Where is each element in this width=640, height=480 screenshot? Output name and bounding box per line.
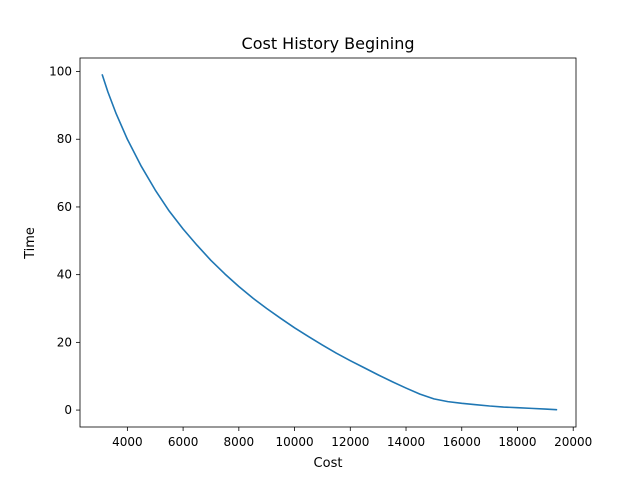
y-axis-label: Time	[23, 227, 38, 260]
x-axis: 4000 6000 8000 10000 12000 14000 16000 18000 200…	[112, 427, 592, 449]
x-tick-label: 16000	[443, 435, 481, 449]
plot-area	[101, 74, 558, 411]
series-line-0	[101, 74, 558, 411]
y-tick-label: 0	[64, 403, 72, 417]
y-tick-label: 20	[57, 335, 72, 349]
x-tick-label: 20000	[554, 435, 592, 449]
y-tick-label: 40	[57, 268, 72, 282]
axes-frame	[79, 57, 577, 428]
x-tick-label: 4000	[112, 435, 143, 449]
y-tick-label: 80	[57, 132, 72, 146]
y-tick-label: 60	[57, 200, 72, 214]
y-tick-label: 100	[49, 65, 72, 79]
x-tick-label: 8000	[224, 435, 255, 449]
y-axis: 0 20 40 60 80 100	[49, 65, 80, 417]
x-tick-label: 10000	[275, 435, 313, 449]
x-axis-label: Cost	[314, 456, 343, 471]
x-tick-label: 14000	[387, 435, 425, 449]
x-tick-label: 6000	[168, 435, 199, 449]
x-tick-label: 12000	[331, 435, 369, 449]
x-tick-label: 18000	[498, 435, 536, 449]
chart-title: Cost History Begining	[242, 34, 415, 53]
